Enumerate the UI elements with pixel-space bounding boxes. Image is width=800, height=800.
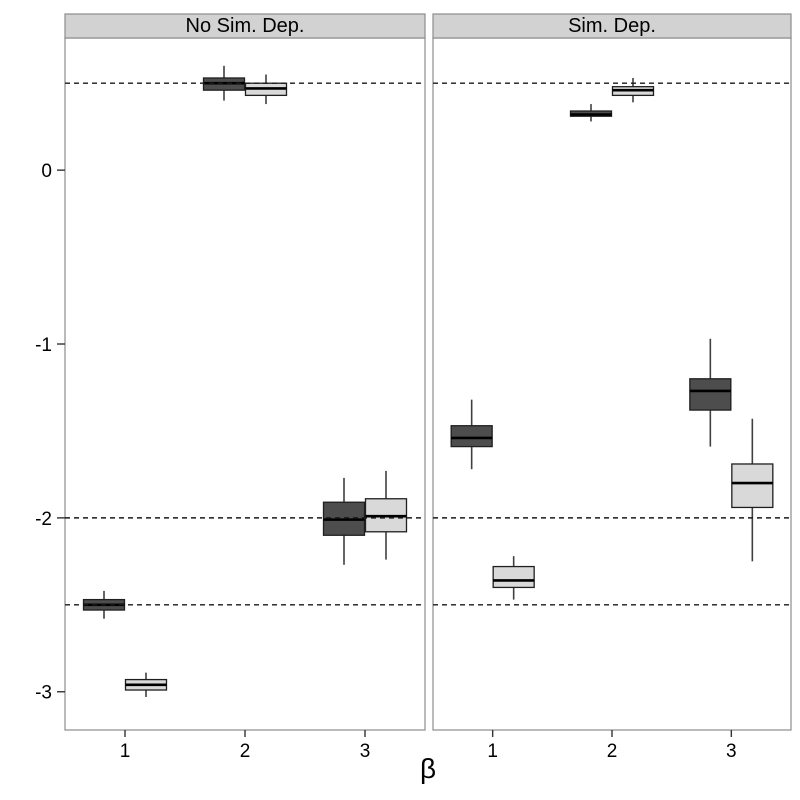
x-tick-label: 3 — [360, 741, 371, 762]
panel-area — [64, 37, 426, 731]
panel-area — [432, 37, 792, 731]
y-tick-label: -3 — [35, 683, 52, 704]
y-tick-label: -2 — [35, 509, 52, 530]
facet-label: No Sim. Dep. — [186, 15, 305, 37]
x-tick-label: 3 — [726, 741, 737, 762]
x-tick-label: 1 — [120, 741, 131, 762]
y-tick-label: 0 — [41, 161, 52, 182]
facet-strip — [64, 13, 426, 39]
box-dark — [689, 378, 732, 411]
y-tick-label: -1 — [35, 335, 52, 356]
facet-strip — [432, 13, 792, 39]
box-dark — [450, 425, 493, 448]
x-tick-label: 2 — [240, 741, 251, 762]
facet-label: Sim. Dep. — [568, 15, 656, 37]
x-tick-label: 1 — [487, 741, 498, 762]
box-light — [492, 565, 535, 589]
x-axis-title: β — [420, 753, 436, 784]
x-tick-label: 2 — [607, 741, 618, 762]
box-light — [731, 463, 774, 509]
